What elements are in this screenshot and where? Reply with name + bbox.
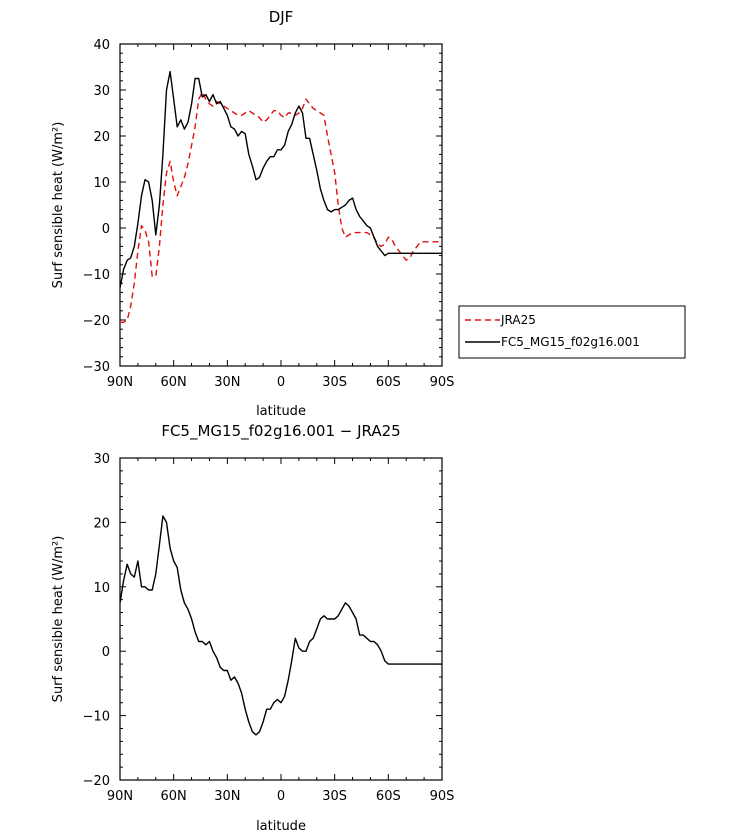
- x-tick-label: 30N: [214, 375, 240, 390]
- bottom-chart-title: FC5_MG15_f02g16.001 − JRA25: [161, 422, 400, 441]
- x-tick-label: 90S: [430, 375, 455, 390]
- series-line-fc5-mg15-f02g16-001-jra25: [119, 515, 442, 736]
- x-tick-label: 30S: [322, 789, 347, 804]
- x-tick-label: 0: [277, 375, 285, 390]
- top-x-axis-label: latitude: [256, 404, 306, 419]
- x-tick-label: 60N: [161, 789, 187, 804]
- y-tick-label: 0: [102, 222, 110, 237]
- x-tick-label: 60S: [376, 789, 401, 804]
- x-tick-label: 0: [277, 789, 285, 804]
- legend-label-jra25: JRA25: [500, 313, 536, 327]
- top-chart-title: DJF: [269, 8, 294, 26]
- y-tick-label: −20: [83, 774, 110, 789]
- x-tick-label: 60N: [161, 375, 187, 390]
- bottom-x-axis-label: latitude: [256, 819, 306, 834]
- y-tick-label: 30: [93, 452, 110, 467]
- y-tick-label: 20: [93, 516, 110, 531]
- x-tick-label: 30S: [322, 375, 347, 390]
- y-tick-label: 10: [93, 581, 110, 596]
- y-tick-label: 30: [93, 84, 110, 99]
- y-tick-label: 20: [93, 130, 110, 145]
- y-tick-label: −30: [83, 360, 110, 375]
- y-tick-label: −10: [83, 710, 110, 725]
- x-tick-label: 90N: [107, 789, 133, 804]
- series-line-fc5-mg15-f02g16-001: [119, 70, 442, 288]
- top-y-axis-label: Surf sensible heat (W/m²): [51, 122, 66, 289]
- legend-label-fc5: FC5_MG15_f02g16.001: [501, 335, 640, 349]
- x-tick-label: 90S: [430, 789, 455, 804]
- bottom-y-axis-label: Surf sensible heat (W/m²): [51, 536, 66, 703]
- x-tick-label: 90N: [107, 375, 133, 390]
- y-tick-label: 0: [102, 645, 110, 660]
- y-tick-label: 10: [93, 176, 110, 191]
- y-tick-label: 40: [93, 38, 110, 53]
- y-tick-label: −10: [83, 268, 110, 283]
- x-tick-label: 60S: [376, 375, 401, 390]
- y-tick-label: −20: [83, 314, 110, 329]
- legend: JRA25 FC5_MG15_f02g16.001: [458, 305, 686, 359]
- x-tick-label: 30N: [214, 789, 240, 804]
- bottom-plot-frame: [119, 457, 443, 781]
- bottom-panel: FC5_MG15_f02g16.001 − JRA25 90N 60N 30N 0 30…: [51, 422, 454, 834]
- top-plot-frame: [119, 43, 443, 367]
- top-panel: DJF 90N 60N 30N 0 30S 60S 90S −30 −20 −10 0 10 20 30 4…: [51, 8, 686, 419]
- series-line-jra25: [120, 91, 442, 323]
- legend-box: [458, 305, 686, 359]
